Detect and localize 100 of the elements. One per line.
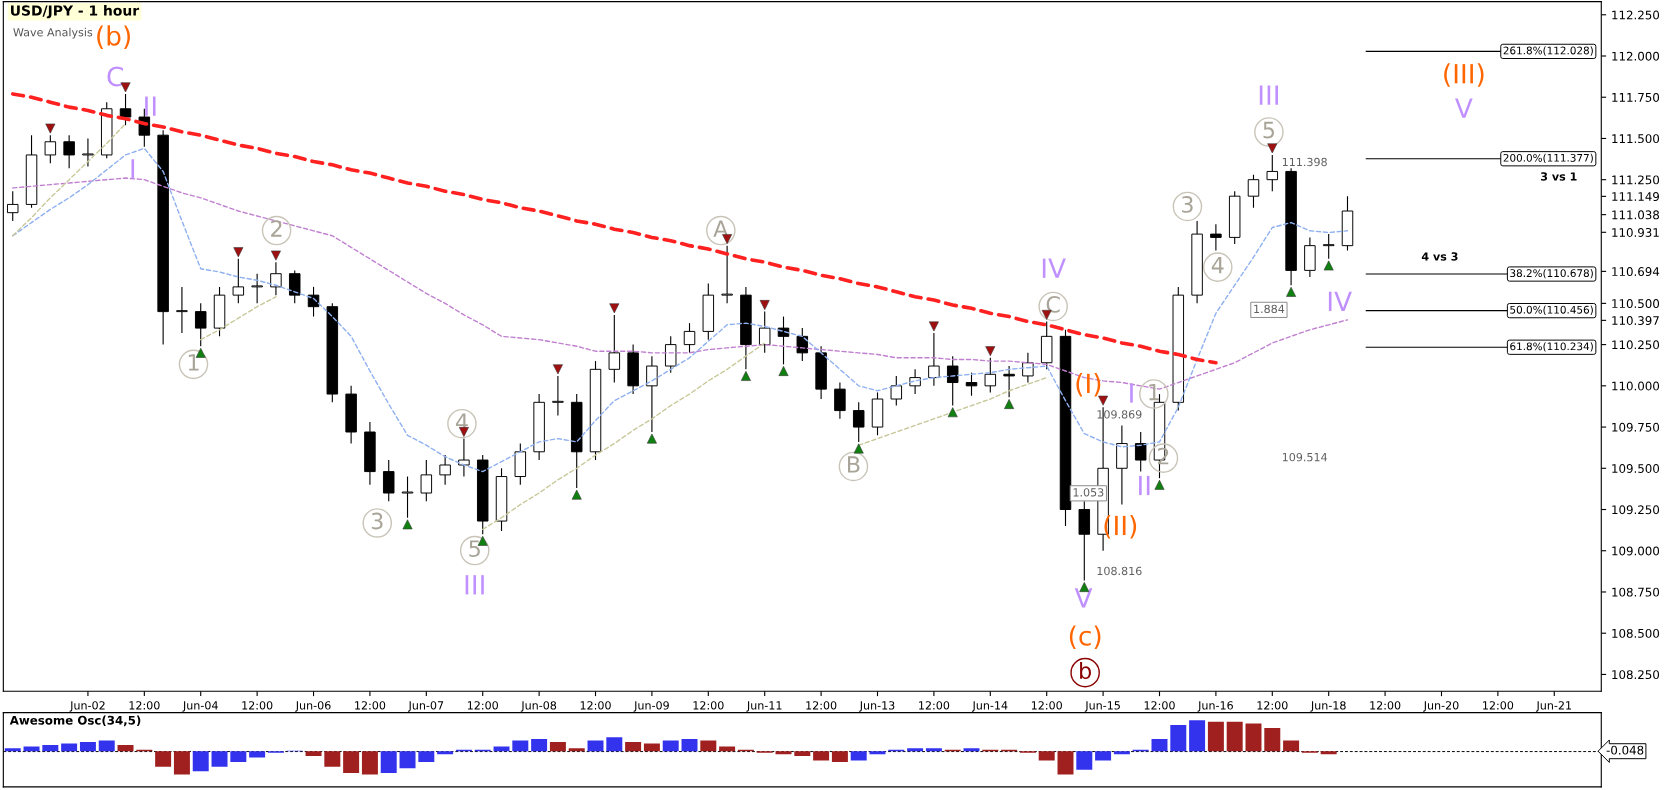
candlestick — [439, 454, 451, 486]
ref-line-label: 261.8%(112.028) — [1503, 46, 1593, 56]
annotation: 4 — [1211, 257, 1224, 274]
annotation: 3 — [1182, 196, 1193, 213]
candlestick — [1022, 352, 1034, 384]
candlestick — [1134, 431, 1147, 473]
bar — [549, 741, 566, 752]
candlestick — [721, 245, 733, 304]
candlestick — [683, 322, 696, 354]
annotation: B — [848, 456, 860, 473]
candlestick — [928, 332, 940, 387]
bar — [794, 751, 811, 756]
y-tick-label: 111.149 — [1612, 192, 1659, 201]
ref-line-label: 50.0%(110.456) — [1510, 305, 1593, 315]
bar — [4, 748, 21, 752]
bar — [925, 748, 942, 752]
x-tick-label: 12:00 — [1370, 701, 1401, 710]
bar — [1320, 751, 1337, 755]
candlestick — [1003, 365, 1015, 398]
x-tick-label: Jun-11 — [746, 701, 782, 712]
annotation: IV — [1042, 258, 1066, 278]
bar — [907, 748, 924, 752]
ref-line-label: 200.0%(111.377) — [1503, 153, 1593, 163]
bar — [1170, 724, 1187, 752]
annotation: I — [131, 159, 135, 179]
candlestick — [382, 459, 395, 502]
bar — [155, 751, 172, 767]
candlestick — [194, 302, 207, 347]
candlestick — [119, 93, 132, 126]
candlestick — [270, 261, 282, 296]
candlestick — [984, 357, 997, 393]
bar — [1283, 740, 1300, 752]
bar — [1057, 751, 1074, 775]
annotation: C — [1046, 296, 1060, 313]
bar — [249, 751, 266, 758]
x-tick-label: 12:00 — [129, 701, 160, 710]
annotation: C — [107, 66, 123, 87]
y-tick-label: 109.500 — [1612, 464, 1660, 473]
bar — [963, 748, 980, 752]
y-tick-label: 108.500 — [1612, 628, 1660, 638]
x-tick-label: Jun-06 — [295, 701, 331, 712]
bar — [643, 743, 660, 752]
candlestick — [307, 286, 320, 318]
candlestick — [288, 269, 301, 304]
annotation: (c) — [1069, 625, 1101, 649]
bar — [587, 740, 604, 752]
x-tick-label: Jun-08 — [520, 701, 557, 712]
candlestick — [834, 381, 846, 420]
bar — [305, 751, 322, 756]
candlestick — [1210, 223, 1222, 252]
candlestick — [1266, 154, 1279, 192]
bar — [98, 740, 115, 752]
candlestick — [758, 311, 771, 354]
annotation: I — [1130, 383, 1133, 403]
x-tick-label: Jun-07 — [407, 701, 444, 712]
candlestick — [420, 459, 433, 502]
x-tick-label: Jun-16 — [1197, 701, 1233, 712]
y-tick-label: 112.000 — [1612, 51, 1660, 61]
x-tick-label: Jun-14 — [971, 701, 1008, 712]
x-tick-label: 12:00 — [580, 701, 611, 710]
annotation: (I) — [1076, 372, 1101, 397]
bar — [324, 751, 341, 767]
bar — [662, 740, 679, 752]
x-tick-label: Jun-21 — [1535, 701, 1572, 712]
x-tick-label: 12:00 — [1031, 701, 1062, 710]
candlestick — [608, 314, 621, 384]
bar — [775, 751, 792, 755]
candlestick — [1247, 174, 1260, 209]
candlestick — [852, 401, 865, 443]
annotation: (b) — [97, 25, 130, 49]
annotation: 108.816 — [1097, 566, 1142, 576]
x-tick-label: Jun-20 — [1423, 701, 1459, 712]
x-tick-label: 12:00 — [1483, 701, 1514, 710]
chart-title: Awesome Osc(34,5) — [9, 715, 141, 727]
candlestick — [664, 335, 677, 374]
candlestick — [6, 190, 19, 222]
annotation: 4 vs 3 — [1421, 252, 1458, 261]
candlestick — [777, 316, 790, 365]
x-tick-label: 12:00 — [1144, 701, 1175, 710]
bar — [1226, 721, 1243, 752]
bar — [606, 737, 623, 752]
bar — [1076, 751, 1093, 770]
bar — [361, 751, 378, 775]
x-tick-label: 12:00 — [919, 701, 950, 710]
candlestick — [251, 273, 263, 304]
bar — [399, 751, 416, 769]
candlestick — [44, 134, 57, 164]
y-tick-label: 109.000 — [1612, 546, 1660, 556]
candlestick — [646, 355, 658, 433]
x-tick-label: Jun-13 — [859, 701, 895, 712]
y-tick-label: 110.397 — [1612, 316, 1659, 326]
bar — [1245, 723, 1262, 752]
bar — [568, 748, 585, 752]
annotation: 5 — [469, 540, 480, 558]
annotation: V — [1455, 98, 1473, 118]
annotation: 1.884 — [1254, 304, 1285, 314]
text: -0.048 — [1606, 745, 1644, 755]
annotation: 3 vs 1 — [1541, 172, 1577, 181]
bar — [869, 751, 886, 755]
candlestick — [401, 475, 414, 519]
